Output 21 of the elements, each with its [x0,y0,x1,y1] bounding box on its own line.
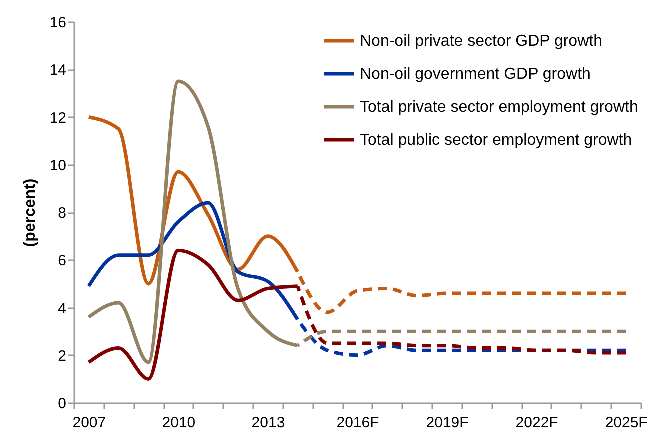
y-tick-label: 12 [50,110,66,127]
y-axis-title: (percent) [22,178,39,248]
x-tick-label: 2016F [336,414,380,432]
y-tick-label: 2 [58,348,66,365]
legend-label: Total private sector employment growth [360,99,638,116]
x-tick-label: 2019F [426,414,469,432]
y-tick-label: 14 [50,62,66,80]
x-tick-label: 2022F [516,414,558,432]
y-tick-label: 4 [58,300,66,318]
legend-label: Total public sector employment growth [360,132,632,149]
y-tick-label: 10 [50,157,66,174]
y-tick-label: 6 [58,252,66,270]
x-tick-label: 2007 [72,414,106,432]
y-tick-label: 16 [50,14,66,32]
y-tick-label: 8 [58,205,66,222]
x-tick-label: 2025F [605,414,648,432]
x-tick-label: 2013 [252,414,286,432]
x-tick-label: 2010 [162,414,196,432]
legend-label: Non-oil private sector GDP growth [360,33,602,50]
legend-label: Non-oil government GDP growth [360,66,591,83]
y-tick-label: 0 [58,396,66,412]
